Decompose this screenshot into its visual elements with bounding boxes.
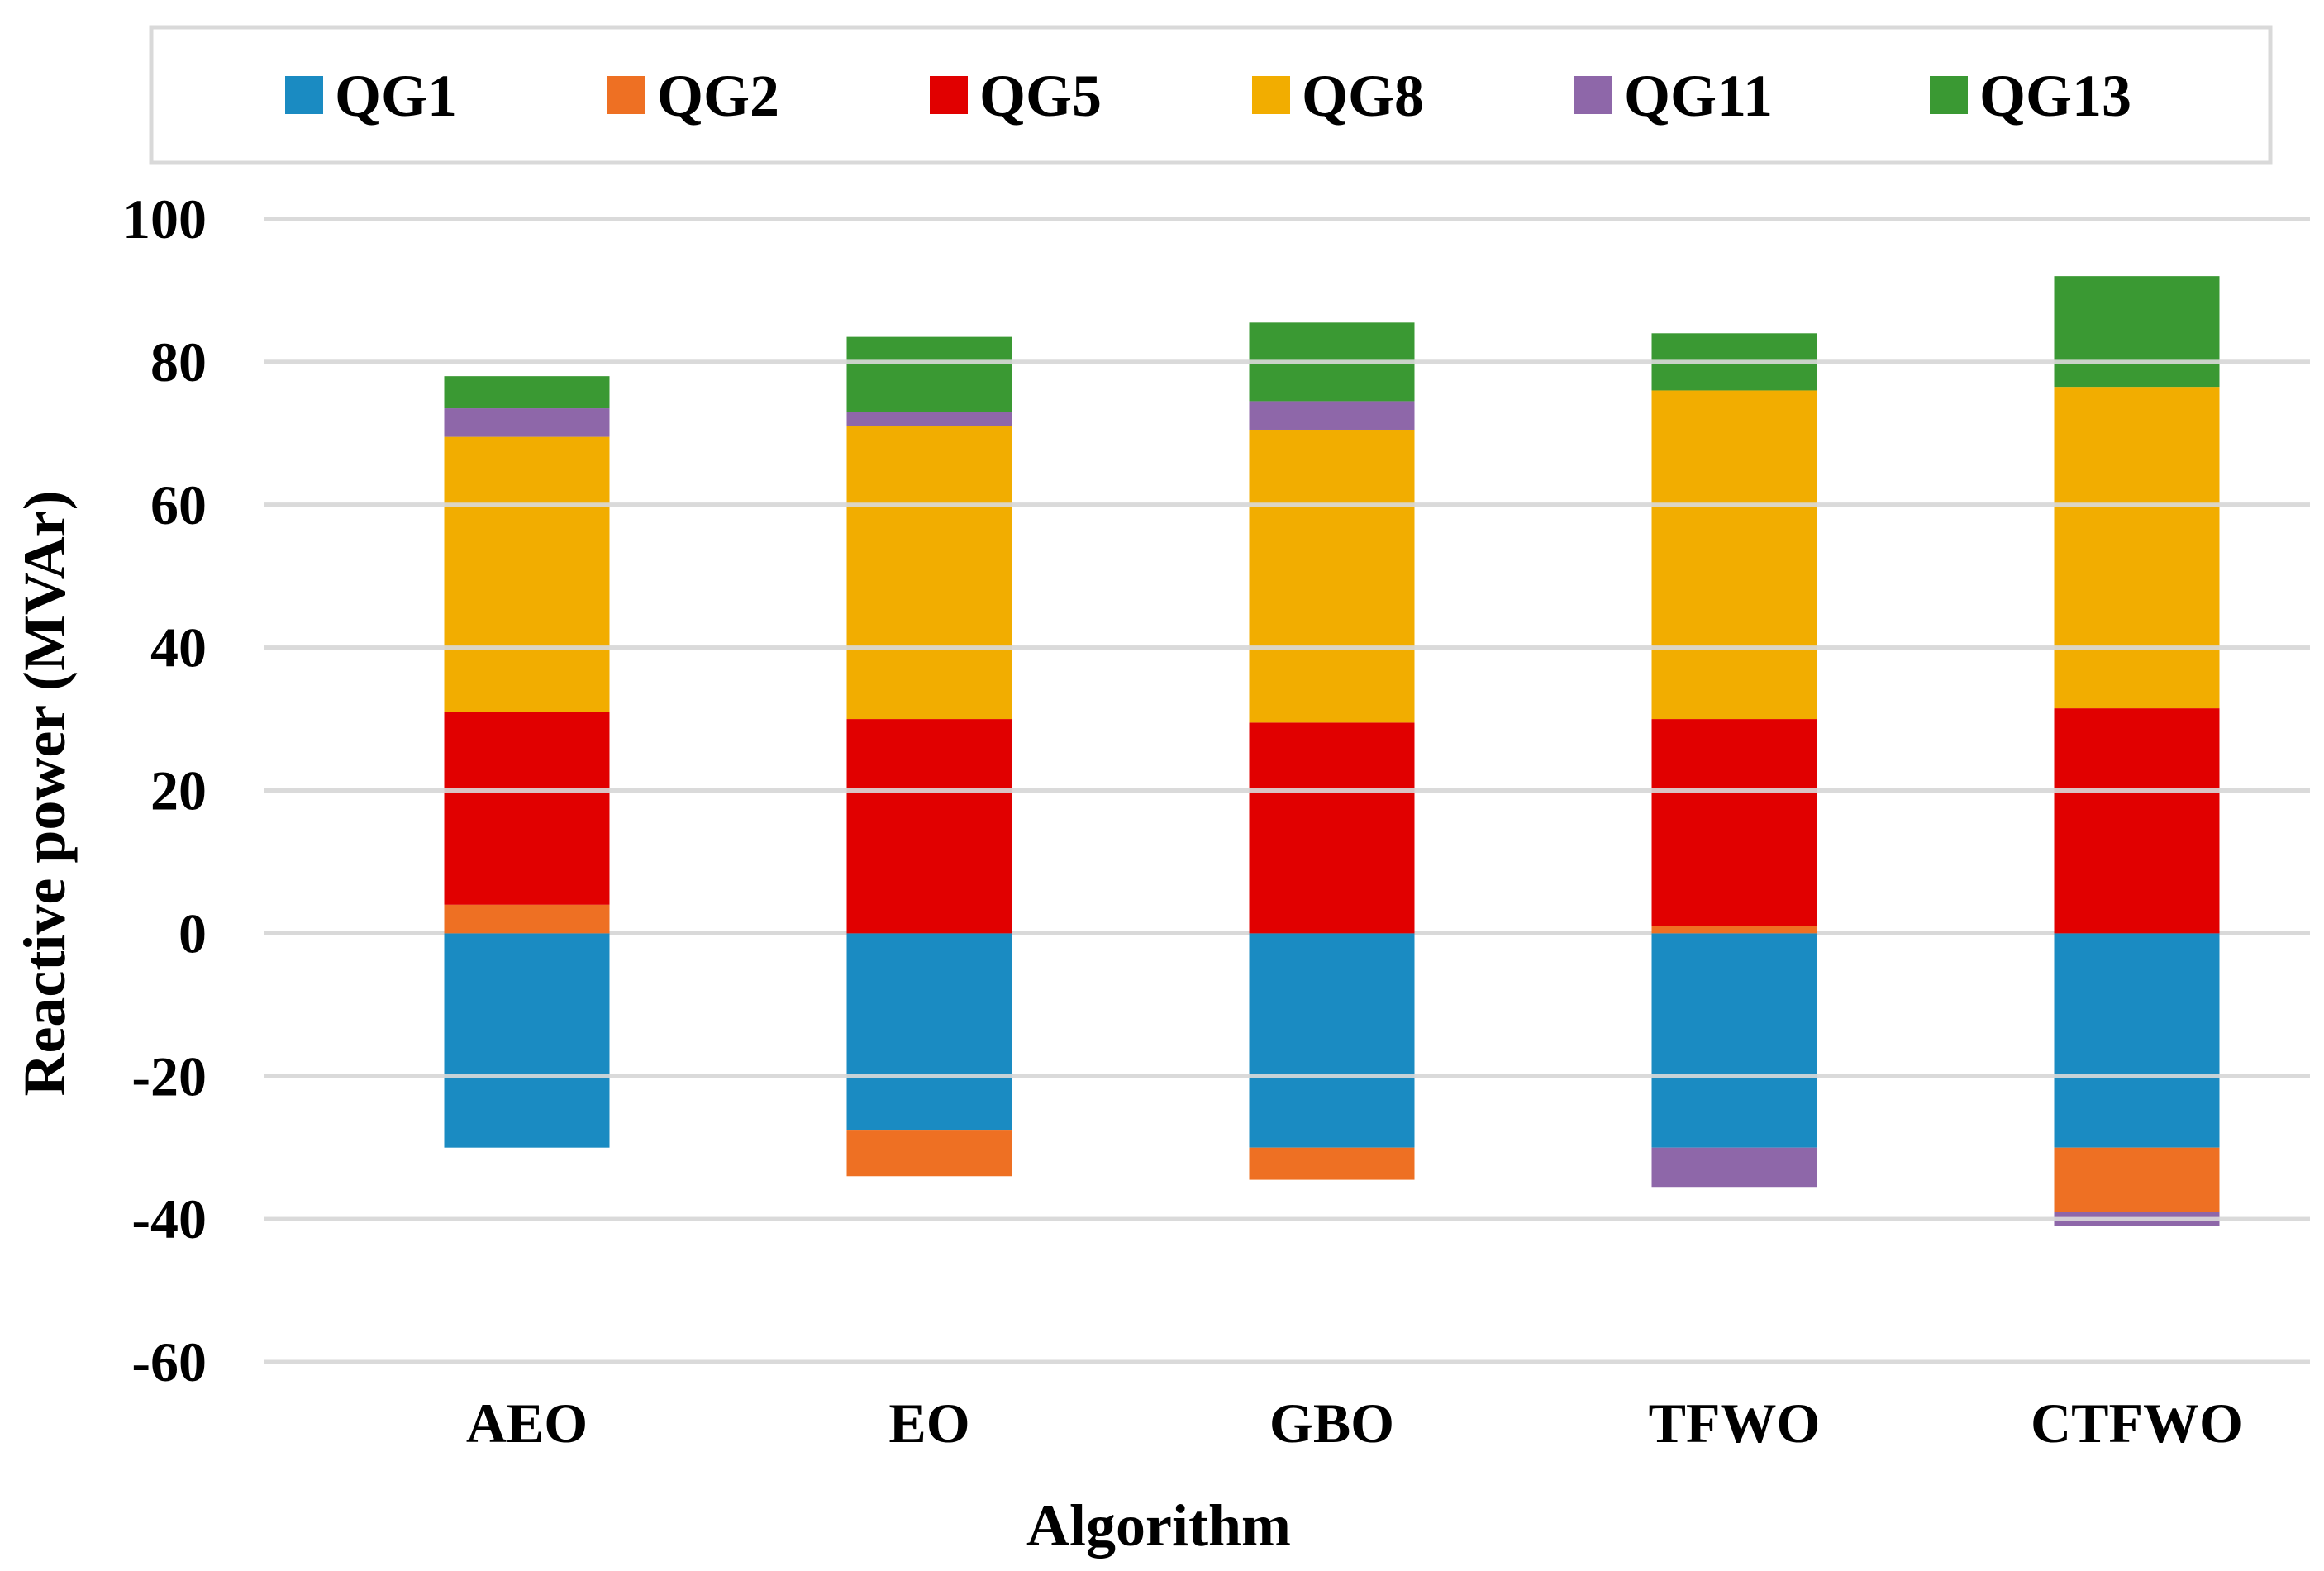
y-tick-label: 20 bbox=[150, 759, 207, 822]
bar-segment-eo-qg8 bbox=[846, 426, 1012, 720]
bar-segment-tfwo-qg1 bbox=[1651, 933, 1817, 1148]
bar-segment-aeo-qg5 bbox=[444, 712, 610, 905]
bar-segment-ctfwo-qg1 bbox=[2054, 933, 2220, 1148]
x-tick-label: TFWO bbox=[1649, 1392, 1821, 1454]
legend-label: QG1 bbox=[335, 63, 457, 129]
y-axis-ticks: 100 80 60 40 20 0 -20 -40 -60 bbox=[122, 188, 207, 1393]
x-tick-label: CTFWO bbox=[2031, 1392, 2243, 1454]
legend-label: QG2 bbox=[657, 63, 779, 129]
legend-swatch-qg5 bbox=[930, 76, 968, 114]
legend-swatch-qg11 bbox=[1574, 76, 1612, 114]
bar-segment-tfwo-qg5 bbox=[1651, 719, 1817, 926]
legend-swatch-qg1 bbox=[285, 76, 323, 114]
legend: QG1 QG2 QG5 QG8 QG11 QG13 bbox=[149, 25, 2273, 165]
bar-segment-eo-qg1 bbox=[846, 933, 1012, 1131]
legend-swatch-qg13 bbox=[1930, 76, 1968, 114]
bar-segment-aeo-qg8 bbox=[444, 436, 610, 712]
bar-segment-gbo-qg11 bbox=[1249, 401, 1415, 430]
bar-segment-eo-qg5 bbox=[846, 719, 1012, 934]
x-tick-label: GBO bbox=[1269, 1392, 1394, 1454]
x-axis-title: Algorithm bbox=[1026, 1492, 1291, 1559]
bar-segment-aeo-qg2 bbox=[444, 904, 610, 934]
bar-segment-tfwo-qg2 bbox=[1651, 926, 1817, 934]
y-tick-label: 0 bbox=[179, 902, 207, 964]
legend-swatch-qg8 bbox=[1252, 76, 1290, 114]
x-tick-label: AEO bbox=[466, 1392, 588, 1454]
y-tick-label: 80 bbox=[150, 331, 207, 393]
legend-label: QG5 bbox=[979, 63, 1102, 129]
bars bbox=[264, 217, 2310, 1364]
legend-items: QG1 QG2 QG5 QG8 QG11 QG13 bbox=[285, 63, 2131, 129]
legend-label: QG13 bbox=[1979, 63, 2131, 129]
legend-label: QG11 bbox=[1624, 63, 1773, 129]
bar-segment-gbo-qg1 bbox=[1249, 933, 1415, 1148]
bar-segment-aeo-qg13 bbox=[444, 376, 610, 409]
bar-segment-gbo-qg8 bbox=[1249, 429, 1415, 723]
y-tick-label: 40 bbox=[150, 616, 207, 679]
bar-segment-gbo-qg2 bbox=[1249, 1147, 1415, 1180]
y-axis-title: Reactive power (MVAr) bbox=[12, 490, 78, 1096]
bar-segment-gbo-qg5 bbox=[1249, 722, 1415, 934]
x-axis-ticks: AEO EO GBO TFWO CTFWO bbox=[466, 1392, 2243, 1454]
bar-segment-eo-qg13 bbox=[846, 336, 1012, 412]
bar-segment-eo-qg11 bbox=[846, 412, 1012, 426]
bar-segment-tfwo-qg8 bbox=[1651, 390, 1817, 720]
legend-swatch-qg2 bbox=[607, 76, 645, 114]
bar-segment-ctfwo-qg13 bbox=[2054, 276, 2220, 388]
bar-segment-ctfwo-qg2 bbox=[2054, 1147, 2220, 1212]
y-tick-label: -40 bbox=[131, 1188, 207, 1250]
y-tick-label: 60 bbox=[150, 474, 207, 536]
x-tick-label: EO bbox=[888, 1392, 969, 1454]
bar-segment-ctfwo-qg5 bbox=[2054, 708, 2220, 934]
y-tick-label: -20 bbox=[131, 1045, 207, 1107]
bar-segment-tfwo-qg11 bbox=[1651, 1147, 1817, 1188]
legend-label: QG8 bbox=[1302, 63, 1424, 129]
bar-segment-aeo-qg1 bbox=[444, 933, 610, 1148]
y-tick-label: 100 bbox=[122, 188, 207, 250]
legend-frame bbox=[149, 25, 2273, 165]
bar-segment-aeo-qg11 bbox=[444, 408, 610, 437]
y-tick-label: -60 bbox=[131, 1331, 207, 1393]
bar-segment-ctfwo-qg8 bbox=[2054, 387, 2220, 709]
bar-segment-eo-qg2 bbox=[846, 1130, 1012, 1177]
